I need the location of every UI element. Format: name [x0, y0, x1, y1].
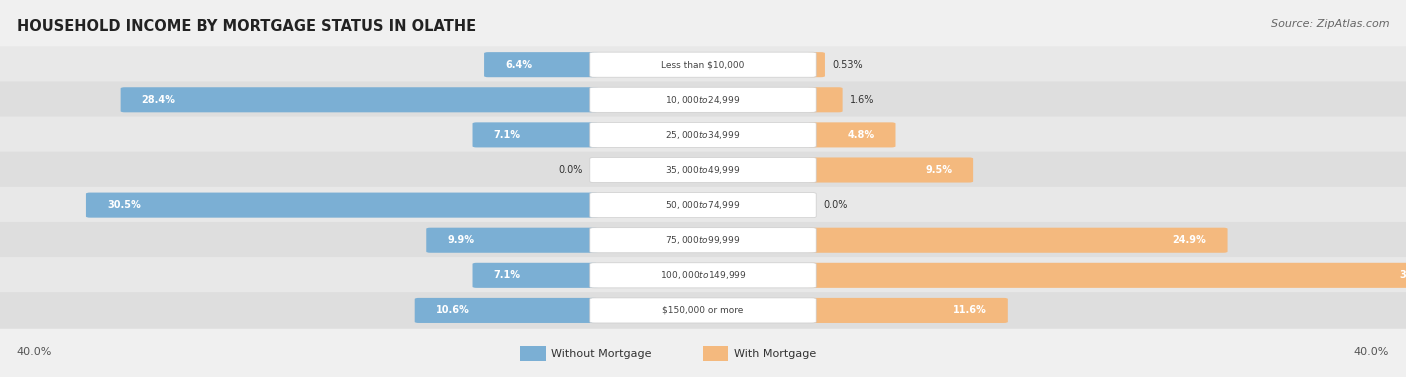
Text: 40.0%: 40.0%	[1354, 348, 1389, 357]
Text: 0.0%: 0.0%	[558, 165, 582, 175]
Text: 24.9%: 24.9%	[1173, 235, 1206, 245]
FancyBboxPatch shape	[591, 123, 815, 147]
FancyBboxPatch shape	[0, 222, 1406, 259]
Text: 40.0%: 40.0%	[17, 348, 52, 357]
Text: Source: ZipAtlas.com: Source: ZipAtlas.com	[1271, 19, 1389, 29]
Text: $100,000 to $149,999: $100,000 to $149,999	[659, 269, 747, 281]
FancyBboxPatch shape	[591, 87, 815, 112]
FancyBboxPatch shape	[808, 263, 1406, 288]
FancyBboxPatch shape	[591, 158, 815, 182]
Text: $35,000 to $49,999: $35,000 to $49,999	[665, 164, 741, 176]
Text: 0.0%: 0.0%	[824, 200, 848, 210]
FancyBboxPatch shape	[808, 87, 842, 112]
FancyBboxPatch shape	[426, 228, 599, 253]
FancyBboxPatch shape	[0, 292, 1406, 329]
FancyBboxPatch shape	[703, 346, 728, 361]
Text: 11.6%: 11.6%	[953, 305, 987, 316]
Text: $10,000 to $24,999: $10,000 to $24,999	[665, 94, 741, 106]
Text: 28.4%: 28.4%	[142, 95, 176, 105]
Text: 9.5%: 9.5%	[925, 165, 952, 175]
Text: $75,000 to $99,999: $75,000 to $99,999	[665, 234, 741, 246]
Text: With Mortgage: With Mortgage	[734, 349, 815, 359]
Text: 7.1%: 7.1%	[494, 270, 520, 280]
FancyBboxPatch shape	[591, 263, 815, 288]
FancyBboxPatch shape	[0, 81, 1406, 118]
FancyBboxPatch shape	[591, 52, 815, 77]
Text: Without Mortgage: Without Mortgage	[551, 349, 651, 359]
FancyBboxPatch shape	[484, 52, 599, 77]
FancyBboxPatch shape	[808, 158, 973, 182]
FancyBboxPatch shape	[520, 346, 546, 361]
FancyBboxPatch shape	[121, 87, 599, 112]
Text: 10.6%: 10.6%	[436, 305, 470, 316]
Text: 1.6%: 1.6%	[849, 95, 875, 105]
Text: 4.8%: 4.8%	[848, 130, 875, 140]
Text: $50,000 to $74,999: $50,000 to $74,999	[665, 199, 741, 211]
FancyBboxPatch shape	[86, 193, 599, 218]
Text: $150,000 or more: $150,000 or more	[662, 306, 744, 315]
FancyBboxPatch shape	[591, 298, 815, 323]
Text: Less than $10,000: Less than $10,000	[661, 60, 745, 69]
FancyBboxPatch shape	[808, 123, 896, 147]
FancyBboxPatch shape	[0, 152, 1406, 188]
Text: 6.4%: 6.4%	[505, 60, 533, 70]
Text: 0.53%: 0.53%	[832, 60, 863, 70]
Text: 7.1%: 7.1%	[494, 130, 520, 140]
FancyBboxPatch shape	[0, 257, 1406, 294]
FancyBboxPatch shape	[0, 46, 1406, 83]
FancyBboxPatch shape	[808, 228, 1227, 253]
FancyBboxPatch shape	[808, 52, 825, 77]
FancyBboxPatch shape	[415, 298, 599, 323]
FancyBboxPatch shape	[472, 123, 599, 147]
FancyBboxPatch shape	[591, 228, 815, 253]
FancyBboxPatch shape	[808, 298, 1008, 323]
Text: HOUSEHOLD INCOME BY MORTGAGE STATUS IN OLATHE: HOUSEHOLD INCOME BY MORTGAGE STATUS IN O…	[17, 19, 477, 34]
Text: 38.6%: 38.6%	[1399, 270, 1406, 280]
Text: 9.9%: 9.9%	[447, 235, 474, 245]
FancyBboxPatch shape	[591, 193, 815, 218]
FancyBboxPatch shape	[0, 187, 1406, 224]
FancyBboxPatch shape	[0, 116, 1406, 153]
Text: 30.5%: 30.5%	[107, 200, 141, 210]
FancyBboxPatch shape	[472, 263, 599, 288]
Text: $25,000 to $34,999: $25,000 to $34,999	[665, 129, 741, 141]
